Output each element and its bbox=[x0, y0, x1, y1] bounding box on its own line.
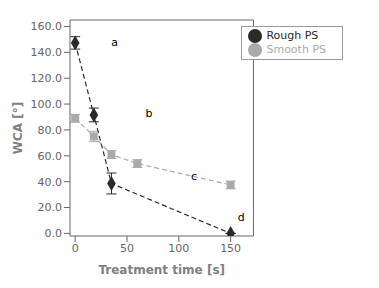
svg-text:140.0: 140.0 bbox=[31, 46, 63, 59]
svg-text:120.0: 120.0 bbox=[31, 72, 63, 85]
svg-text:160.0: 160.0 bbox=[31, 20, 63, 33]
html-text:Smooth PS: Smooth PS bbox=[266, 43, 326, 56]
svg-text:150: 150 bbox=[220, 242, 241, 255]
svg-text:80.0: 80.0 bbox=[38, 124, 63, 137]
svg-text:0: 0 bbox=[72, 242, 79, 255]
svg-text:0.0: 0.0 bbox=[45, 227, 63, 240]
svg-text:100.0: 100.0 bbox=[31, 98, 63, 111]
svg-text:40.0: 40.0 bbox=[38, 176, 63, 189]
svg-text:WCA [°]: WCA [°] bbox=[11, 102, 25, 154]
svg-text:a: a bbox=[111, 36, 118, 49]
svg-text:d: d bbox=[238, 211, 245, 224]
svg-text:50: 50 bbox=[120, 242, 134, 255]
svg-text:100: 100 bbox=[168, 242, 189, 255]
svg-text:Treatment time [s]: Treatment time [s] bbox=[98, 263, 225, 277]
svg-text:b: b bbox=[145, 107, 152, 120]
svg-text:c: c bbox=[191, 170, 197, 183]
svg-text:20.0: 20.0 bbox=[38, 201, 63, 214]
html-text:Rough PS: Rough PS bbox=[266, 29, 319, 42]
svg-text:60.0: 60.0 bbox=[38, 150, 63, 163]
